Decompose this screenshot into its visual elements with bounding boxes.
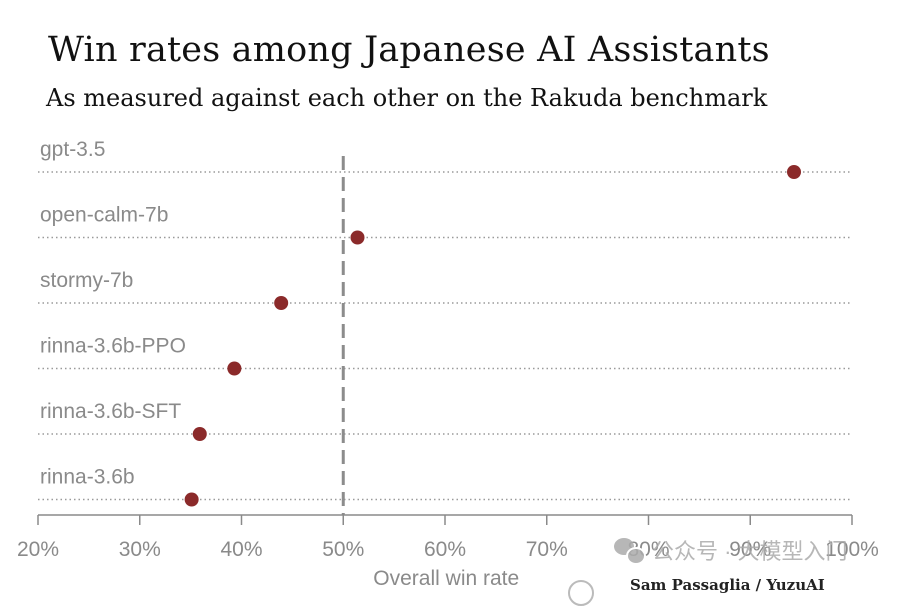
credit-text: Sam Passaglia / YuzuAI [630,576,825,594]
x-tick-label: 20% [17,538,59,561]
data-point [227,361,242,376]
x-axis-label: Overall win rate [373,567,519,589]
category-label: rinna-3.6b-PPO [40,335,186,358]
chart-subtitle: As measured against each other on the Ra… [46,84,768,112]
data-point [184,492,199,507]
watermark: 公众号 · 大模型入门 [614,534,848,566]
data-point [350,230,365,245]
x-tick-label: 40% [220,538,262,561]
x-tick-label: 70% [526,538,568,561]
scatter-plot: gpt-3.5 open-calm-7b stormy-7b rinna-3.6b-P… [17,138,879,589]
chart-title: Win rates among Japanese AI Assistants [48,30,770,70]
category-label: gpt-3.5 [40,138,105,161]
category-label: rinna-3.6b [40,466,135,489]
data-point [787,165,802,179]
wechat-icon [614,538,646,565]
data-point [274,296,289,310]
credit-logo-icon [568,580,594,606]
x-tick-label: 30% [119,538,161,561]
category-label: rinna-3.6b-SFT [40,400,181,423]
category-label: stormy-7b [40,269,133,292]
x-tick-label: 50% [322,538,364,561]
data-point [192,427,207,441]
x-tick-label: 60% [424,538,466,561]
watermark-text: 公众号 · 大模型入门 [652,539,848,564]
x-tick-label: 100% [825,538,879,561]
category-label: open-calm-7b [40,204,168,227]
x-tick-label: 90% [729,538,771,561]
